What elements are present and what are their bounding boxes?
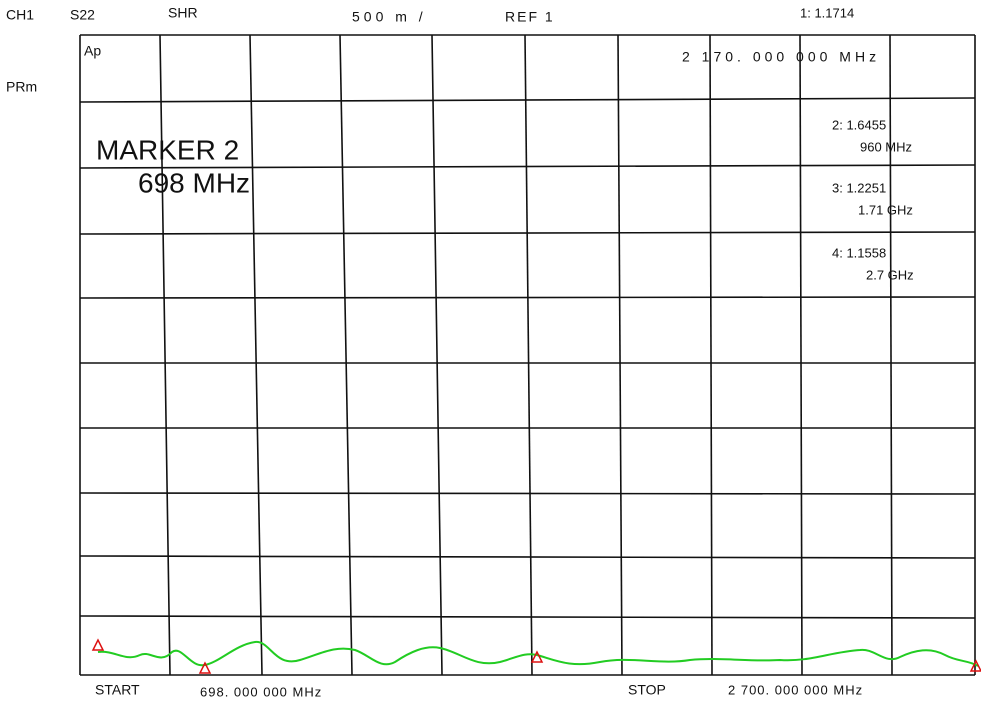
start-label: START bbox=[95, 682, 140, 698]
grid-line bbox=[709, 34, 713, 676]
marker-symbol bbox=[198, 661, 212, 674]
grid-line bbox=[79, 296, 976, 299]
grid-line bbox=[79, 492, 976, 495]
stop-frequency: 2 700. 000 000 MHz bbox=[728, 682, 863, 697]
grid-line bbox=[339, 34, 353, 676]
grid-line bbox=[79, 231, 976, 235]
marker1-readout: 1: 1.1714 bbox=[800, 5, 854, 20]
grid-line bbox=[79, 97, 976, 103]
channel: CH1 bbox=[6, 7, 34, 23]
grid-line bbox=[79, 615, 976, 619]
parameter: S22 bbox=[70, 7, 95, 23]
grid-line bbox=[159, 34, 171, 676]
scale: 500 m / bbox=[352, 9, 427, 25]
annotation-line: 698 MHz bbox=[138, 167, 250, 198]
grid-line bbox=[524, 34, 533, 676]
annotation-line: MARKER 2 bbox=[96, 134, 239, 165]
marker-value: 2: 1.6455 bbox=[832, 117, 886, 132]
marker-frequency: 1.71 GHz bbox=[858, 202, 913, 217]
trace bbox=[97, 640, 979, 667]
reference: REF 1 bbox=[505, 9, 555, 25]
marker-frequency: 2.7 GHz bbox=[866, 267, 914, 282]
marker-value: 4: 1.1558 bbox=[832, 245, 886, 260]
grid-line bbox=[431, 34, 443, 676]
marker-symbol bbox=[969, 659, 981, 672]
grid-line bbox=[79, 164, 976, 169]
ap-label: Ap bbox=[84, 43, 101, 59]
grid-line bbox=[249, 34, 263, 676]
active-frequency: 2 170. 000 000 MHz bbox=[682, 49, 880, 65]
prm-label: PRm bbox=[6, 79, 37, 95]
stop-label: STOP bbox=[628, 682, 666, 698]
marker-frequency: 960 MHz bbox=[860, 139, 912, 154]
marker-symbol bbox=[530, 650, 544, 663]
marker-value: 3: 1.2251 bbox=[832, 180, 886, 195]
grid-line bbox=[799, 34, 803, 676]
grid-line bbox=[889, 34, 893, 676]
start-frequency: 698. 000 000 MHz bbox=[200, 684, 322, 699]
marker-symbols bbox=[91, 638, 981, 674]
grid-line bbox=[79, 555, 976, 559]
grid bbox=[79, 34, 976, 676]
marker-symbol bbox=[91, 638, 105, 651]
grid-line bbox=[617, 34, 623, 676]
format: SHR bbox=[168, 5, 198, 21]
